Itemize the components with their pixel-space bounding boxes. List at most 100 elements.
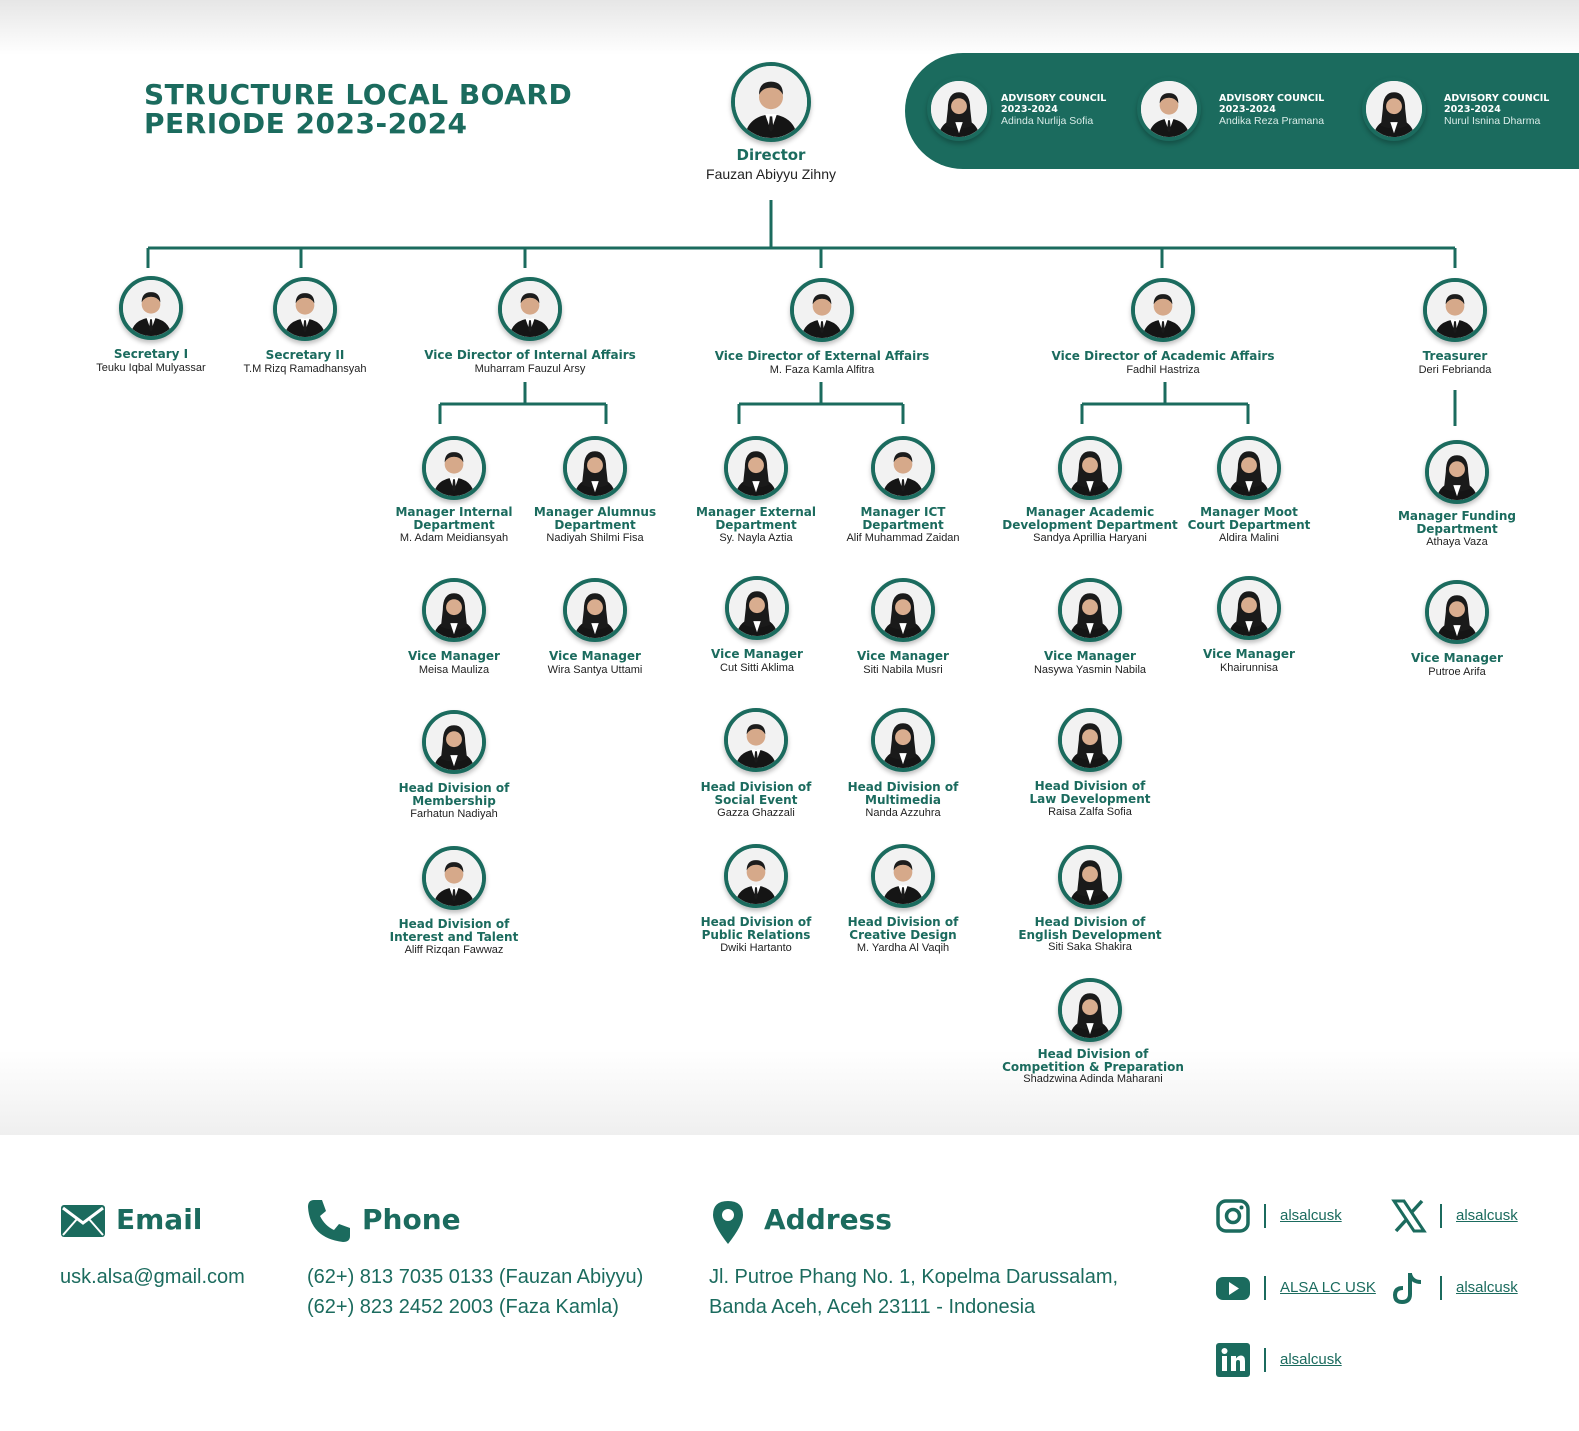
- phone-number-1[interactable]: (62+) 813 7035 0133 (Fauzan Abiyyu): [307, 1266, 644, 1288]
- org-chart-board: STRUCTURE LOCAL BOARD PERIODE 2023-2024 …: [0, 0, 1579, 1135]
- role-title: Vice Manager: [1203, 647, 1295, 661]
- role-title: Head Division of English Development: [1018, 915, 1162, 942]
- avatar: [871, 578, 935, 642]
- member-name: Cut Sitti Aklima: [720, 662, 794, 674]
- role-title: Vice Director of Academic Affairs: [1051, 349, 1275, 363]
- role-title: Manager ICT Department: [860, 505, 946, 532]
- instagram-icon: [1216, 1199, 1250, 1233]
- member-name: Aliff Rizqan Fawwaz: [404, 944, 504, 956]
- avatar: [1058, 978, 1122, 1042]
- role-title: Vice Manager: [549, 649, 641, 663]
- instagram-handle[interactable]: alsalcusk: [1280, 1207, 1342, 1224]
- avatar: [1362, 77, 1426, 141]
- instagram-link[interactable]: alsalcusk: [1215, 1198, 1365, 1234]
- member-name: Meisa Mauliza: [418, 664, 490, 676]
- avatar: [1425, 440, 1489, 504]
- avatar: [1058, 708, 1122, 772]
- separator: [1264, 1276, 1266, 1300]
- role-title: Vice Director of External Affairs: [714, 349, 930, 363]
- advisory-name: Nurul Isnina Dharma: [1444, 115, 1541, 127]
- role-title: Vice Manager: [1411, 651, 1503, 665]
- separator: [1264, 1204, 1266, 1228]
- x-handle[interactable]: alsalcusk: [1456, 1207, 1518, 1224]
- member-name: Muharram Fauzul Arsy: [474, 363, 586, 375]
- avatar: [1058, 578, 1122, 642]
- member-name: Siti Nabila Musri: [863, 664, 943, 676]
- member-name: Deri Febrianda: [1418, 364, 1492, 376]
- connector-lines: [146, 200, 1457, 426]
- role-title: Head Division of Competition & Preparati…: [1002, 1047, 1184, 1074]
- member-name: Khairunnisa: [1219, 662, 1279, 674]
- member-name: Raisa Zalfa Sofia: [1048, 806, 1132, 818]
- member-name: Athaya Vaza: [1426, 536, 1488, 548]
- advisory-name: Andika Reza Pramana: [1219, 115, 1325, 127]
- linkedin-icon: [1216, 1343, 1250, 1377]
- avatar: [119, 276, 183, 340]
- youtube-icon: [1216, 1277, 1250, 1300]
- contact-footer: Email usk.alsa@gmail.com Phone (62+) 813…: [0, 1135, 1579, 1431]
- role-title: Manager Internal Department: [395, 505, 513, 532]
- member-name: Alif Muhammad Zaidan: [846, 532, 960, 544]
- member-name: Dwiki Hartanto: [720, 942, 792, 954]
- advisory-period: 2023-2024: [1219, 104, 1276, 115]
- avatar: [1217, 576, 1281, 640]
- role-title: Vice Manager: [711, 647, 803, 661]
- x-icon: [1391, 1199, 1427, 1233]
- page-title: STRUCTURE LOCAL BOARD PERIODE 2023-2024: [144, 78, 573, 140]
- advisory-label: ADVISORY COUNCIL: [1219, 93, 1325, 104]
- youtube-link[interactable]: ALSA LC USK: [1215, 1270, 1385, 1306]
- member-name: Nanda Azzuhra: [865, 807, 941, 819]
- avatar: [927, 77, 991, 141]
- role-title: Manager Academic Development Department: [1002, 505, 1178, 532]
- advisory-period: 2023-2024: [1001, 104, 1058, 115]
- linkedin-link[interactable]: alsalcusk: [1215, 1342, 1365, 1378]
- role-title: Head Division of Public Relations: [700, 915, 812, 942]
- advisory-council-panel: ADVISORY COUNCIL 2023-2024 Adinda Nurlij…: [905, 53, 1579, 169]
- role-title: Secretary I: [113, 347, 189, 361]
- member-name: T.M Rizq Ramadhansyah: [243, 363, 367, 375]
- advisory-member: ADVISORY COUNCIL 2023-2024 Adinda Nurlij…: [927, 77, 1127, 147]
- envelope-icon: [61, 1205, 105, 1237]
- role-title: Manager Funding Department: [1397, 509, 1517, 536]
- avatar: [1137, 77, 1201, 141]
- email-address[interactable]: usk.alsa@gmail.com: [60, 1266, 245, 1288]
- member-name: Siti Saka Shakira: [1048, 941, 1132, 953]
- avatar: [871, 436, 935, 500]
- role-title: Vice Manager: [408, 649, 500, 663]
- linkedin-handle[interactable]: alsalcusk: [1280, 1351, 1342, 1368]
- avatar: [1131, 278, 1195, 342]
- role-title: Head Division of Membership: [398, 781, 510, 808]
- member-name: Gazza Ghazzali: [717, 807, 795, 819]
- member-name: Aldira Malini: [1219, 532, 1279, 544]
- phone-heading: Phone: [362, 1203, 461, 1236]
- role-title: Head Division of Social Event: [700, 780, 812, 807]
- advisory-label: ADVISORY COUNCIL: [1001, 93, 1107, 104]
- member-name: M. Faza Kamla Alfitra: [769, 364, 875, 376]
- avatar: [731, 62, 811, 142]
- avatar: [422, 710, 486, 774]
- address-line-2: Banda Aceh, Aceh 23111 - Indonesia: [709, 1296, 1036, 1318]
- advisory-label: ADVISORY COUNCIL: [1444, 93, 1550, 104]
- advisory-name: Adinda Nurlija Sofia: [1001, 115, 1094, 127]
- member-name: Teuku Iqbal Mulyassar: [96, 362, 206, 374]
- phone-number-2[interactable]: (62+) 823 2452 2003 (Faza Kamla): [307, 1296, 619, 1318]
- x-link[interactable]: alsalcusk: [1391, 1198, 1541, 1234]
- member-name: Shadzwina Adinda Maharani: [1023, 1073, 1163, 1085]
- member-name: Fadhil Hastriza: [1126, 364, 1200, 376]
- tiktok-link[interactable]: alsalcusk: [1391, 1270, 1541, 1306]
- avatar: [1058, 436, 1122, 500]
- advisory-period: 2023-2024: [1444, 104, 1501, 115]
- youtube-handle[interactable]: ALSA LC USK: [1280, 1279, 1376, 1296]
- email-heading: Email: [116, 1203, 203, 1236]
- role-title: Head Division of Law Development: [1029, 779, 1151, 806]
- avatar: [790, 278, 854, 342]
- role-title: Manager External Department: [696, 505, 816, 532]
- role-title: Head Division of Interest and Talent: [389, 917, 519, 944]
- role-title: Manager Moot Court Department: [1187, 505, 1311, 532]
- tiktok-handle[interactable]: alsalcusk: [1456, 1279, 1518, 1296]
- avatar: [1425, 580, 1489, 644]
- avatar: [422, 846, 486, 910]
- member-name: Wira Santya Uttami: [547, 664, 643, 676]
- role-title: Treasurer: [1422, 349, 1488, 363]
- member-name: Farhatun Nadiyah: [410, 808, 498, 820]
